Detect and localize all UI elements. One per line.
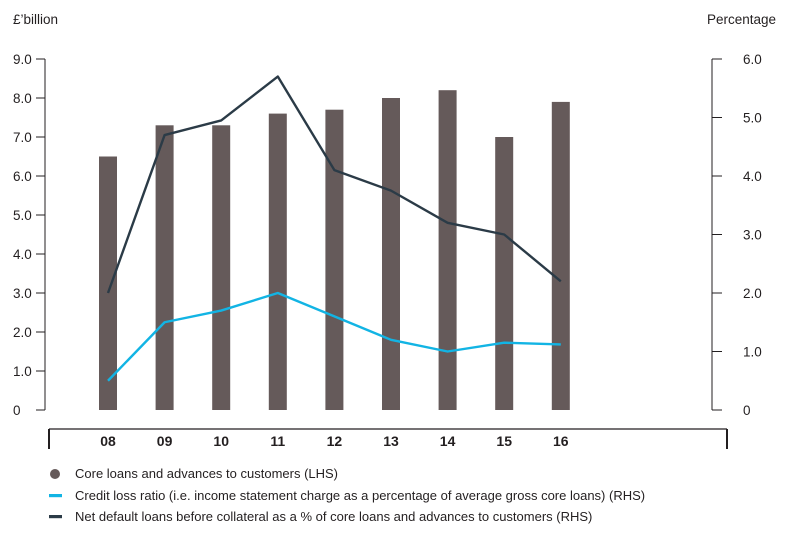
bar-core-loans (268, 113, 287, 410)
left-axis-tick-label: 1.0 (13, 364, 32, 379)
x-axis-category-label: 08 (100, 433, 116, 449)
x-axis-category-label: 16 (553, 433, 569, 449)
legend-marker-line (49, 515, 62, 519)
bar-core-loans (495, 137, 514, 410)
bar-core-loans (325, 109, 344, 410)
x-axis-category-label: 14 (440, 433, 456, 449)
x-axis-category-label: 09 (157, 433, 173, 449)
legend-marker-bar (50, 469, 60, 479)
line-credit-loss-ratio (107, 291, 561, 382)
lines-layer (106, 75, 562, 382)
bar-core-loans (99, 156, 117, 410)
legend: Core loans and advances to customers (LH… (49, 466, 645, 524)
legend-entry-label: Core loans and advances to customers (LH… (75, 466, 338, 481)
left-axis-tick-label: 4.0 (13, 247, 32, 262)
left-axis-tick-label: 0 (13, 403, 21, 418)
x-axis-category-label: 15 (496, 433, 512, 449)
bars-layer (99, 90, 570, 411)
legend-entry-label: Net default loans before collateral as a… (75, 509, 592, 524)
left-axis-tick-label: 7.0 (13, 130, 32, 145)
right-axis-unit-label: Percentage (707, 12, 776, 27)
legend-entry-label: Credit loss ratio (i.e. income statement… (75, 488, 645, 503)
right-axis-tick-label: 4.0 (743, 169, 762, 184)
line-net-default-loans (106, 75, 562, 294)
left-axis-tick-label: 6.0 (13, 169, 32, 184)
x-axis-category-label: 12 (327, 433, 343, 449)
left-axis-tick-label: 5.0 (13, 208, 32, 223)
right-axis-tick-label: 2.0 (743, 286, 762, 301)
legend-marker-line (49, 494, 62, 498)
right-axis-tick-label: 5.0 (743, 111, 762, 126)
right-axis-tick-label: 6.0 (743, 52, 762, 67)
bar-core-loans (212, 125, 231, 411)
axes-layer: 0 1.0 2.0 3.0 4.0 5.0 6.0 7.0 8.0 9.0 0 1.0 2.0 3.0 4.… (13, 52, 762, 449)
bar-core-loans (551, 101, 570, 411)
left-axis-tick-label: 9.0 (13, 52, 32, 67)
right-axis-tick-label: 0 (743, 403, 751, 418)
x-axis-category-label: 11 (270, 433, 285, 449)
left-axis-tick-label: 3.0 (13, 286, 32, 301)
bar-core-loans (155, 125, 174, 411)
right-axis-tick-label: 3.0 (743, 228, 762, 243)
x-axis-category-label: 10 (213, 433, 229, 449)
right-axis-tick-label: 1.0 (743, 345, 762, 360)
left-axis-tick-label: 2.0 (13, 325, 32, 340)
x-axis-category-label: 13 (383, 433, 399, 449)
bar-core-loans (438, 90, 457, 410)
bar-core-loans (382, 98, 400, 410)
left-axis-tick-label: 8.0 (13, 91, 32, 106)
left-axis-unit-label: £’billion (13, 12, 58, 27)
